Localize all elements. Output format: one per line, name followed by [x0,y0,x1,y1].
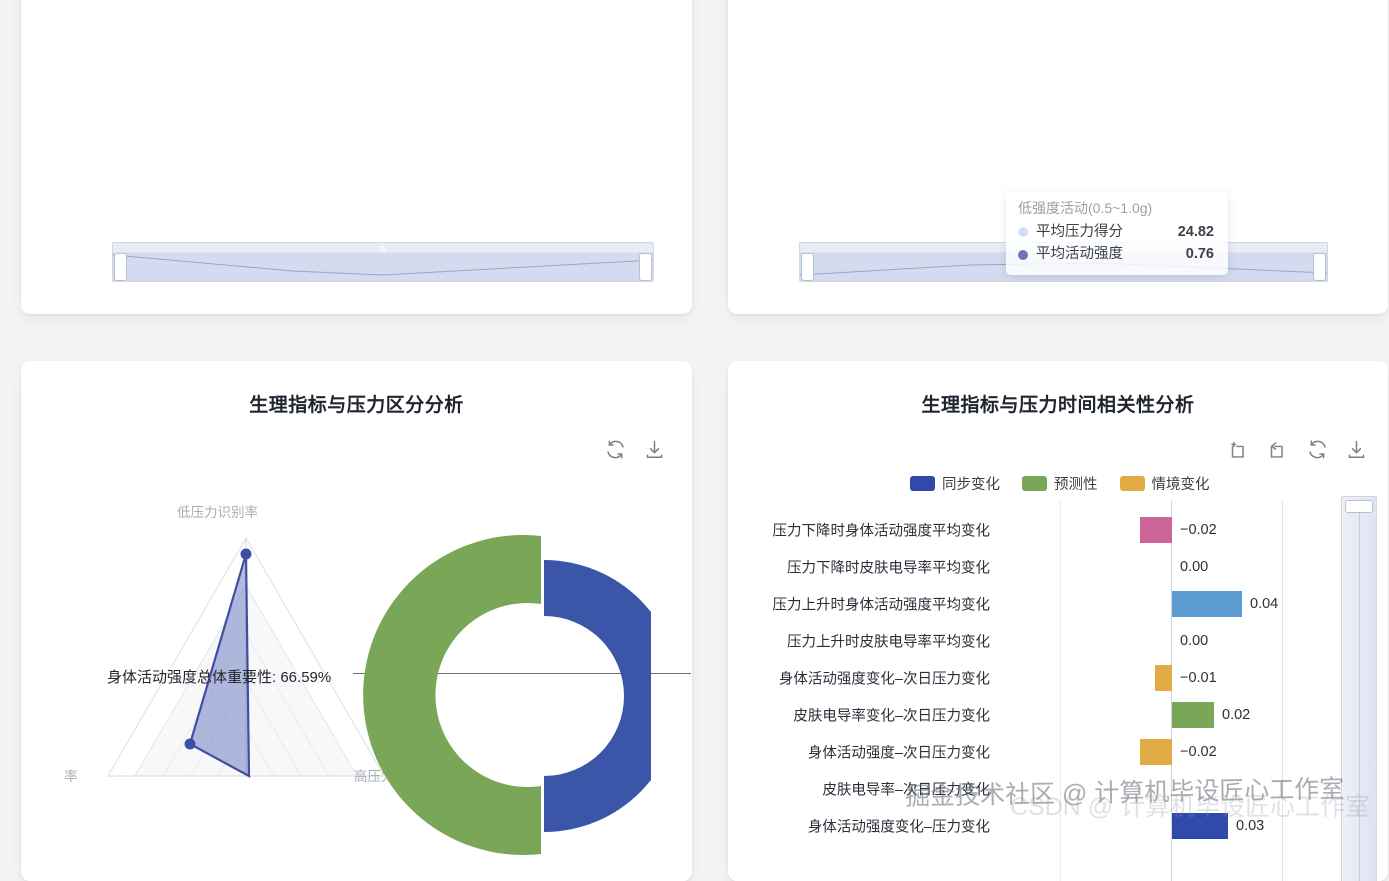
tooltip-series-name: 平均压力得分 [1036,224,1123,240]
value-label: 0.04 [1250,595,1279,612]
restore-icon[interactable] [1268,439,1289,460]
datazoom-grip-icon: ▥ [378,244,388,253]
legend-label: 预测性 [1054,477,1098,493]
bar-0[interactable] [1140,516,1172,543]
bar-chart-plot: 0 5 10 15 0 0.5 1 0.30 0.76 轻微活动(0~0.5g)… [801,0,1347,156]
radar-indicator-low: 低压力识别率 [177,505,258,520]
axis-baseline [1171,501,1173,881]
category-label: 皮肤电导率变化–次日压力变化 [793,708,990,725]
datazoom-handle-right[interactable] [1313,253,1326,281]
legend-item-sync[interactable]: 同步变化 [910,473,1000,494]
category-label: 压力上升时身体活动强度平均变化 [772,597,991,614]
table-row[interactable]: 皮肤电导率变化–次日压力变化 0.02 [728,696,1388,734]
chart-tooltip: 低强度活动(0.5~1.0g) 平均压力得分 24.82 平均活动强度 0.76 [1006,191,1228,275]
table-row[interactable]: 压力下降时皮肤电导率平均变化 0.00 [728,548,1388,586]
tooltip-series-value: 0.76 [1185,246,1214,263]
page-title: 生理指标与压力区分分析 [249,395,464,416]
legend-item-predictive[interactable]: 预测性 [1022,473,1098,494]
annotation-lead-line [353,673,691,674]
radar-indicator-left: 率 [64,769,78,784]
table-row[interactable]: 身体活动强度变化–压力变化 0.03 [728,807,1388,845]
legend-swatch [1119,476,1145,491]
tooltip-title: 低强度活动(0.5~1.0g) [1018,200,1153,216]
value-label: −0.01 [1180,669,1217,686]
donut-chart [361,500,680,881]
refresh-icon[interactable] [605,439,626,460]
tooltip-row: 平均压力得分 24.82 [1018,221,1214,243]
category-label: 压力下降时皮肤电导率平均变化 [787,560,990,577]
chart-legend: 同步变化 预测性 情境变化 [910,473,1210,494]
legend-swatch [910,476,935,491]
page-title: 生理指标与压力时间相关性分析 [921,395,1195,416]
hbar-chart-plot: 压力下降时身体活动强度平均变化 −0.02 压力下降时皮肤电导率平均变化 0.0… [728,501,1388,881]
legend-item-contextual[interactable]: 情境变化 [1119,473,1210,494]
category-label: 身体活动强度变化–压力变化 [807,819,990,836]
datazoom-handle-left[interactable] [114,253,127,281]
table-row[interactable]: 压力下降时身体活动强度平均变化 −0.02 [728,511,1388,549]
importance-annotation: 身体活动强度总体重要性: 66.59% [107,669,332,686]
area-chart-plot: 0 5 10 15 0 1 2 1.02 2.01 低电导率(0.5~1.5) … [91,0,653,156]
table-row[interactable]: 皮肤电导率–次日压力变化 [728,770,1388,808]
chart-toolbox [1229,439,1367,460]
value-label: −0.02 [1180,521,1217,538]
gridline [1060,501,1061,881]
card-activity-intensity: 0 5 10 15 0 0.5 1 0.30 0.76 轻微活动(0~0.5g)… [728,0,1388,314]
legend-label: 情境变化 [1151,477,1210,493]
datazoom-handle-right[interactable] [639,253,652,281]
table-row[interactable]: 压力上升时皮肤电导率平均变化 0.00 [728,622,1388,660]
category-label: 压力下降时身体活动强度平均变化 [772,523,991,540]
radar-grid [107,537,385,778]
table-row[interactable]: 身体活动强度变化–次日压力变化 −0.01 [728,659,1388,697]
category-label: 身体活动强度变化–次日压力变化 [778,671,990,688]
datazoom-slider-horizontal[interactable]: ▥ [112,242,654,282]
value-label: −0.02 [1180,743,1217,760]
bar-2[interactable] [1172,590,1242,617]
bar-8[interactable] [1172,812,1228,839]
chart-toolbox [605,439,665,460]
dashboard: 0 5 10 15 0 1 2 1.02 2.01 低电导率(0.5~1.5) … [21,0,1388,881]
legend-swatch [1022,476,1047,491]
value-label: 0.00 [1180,632,1209,649]
legend-label: 同步变化 [942,477,1000,493]
card-time-correlation-analysis: 生理指标与压力时间相关性分析 [728,361,1388,881]
category-label: 身体活动强度–次日压力变化 [807,745,990,762]
bar-5[interactable] [1172,701,1214,728]
tooltip-series-dot [1018,227,1028,238]
refresh-icon[interactable] [1307,439,1328,460]
download-icon[interactable] [644,439,665,460]
donut-slices [363,535,680,855]
table-row[interactable]: 压力上升时身体活动强度平均变化 0.04 [728,585,1388,623]
bar-4[interactable] [1155,664,1172,691]
zoom-in-icon[interactable] [1229,439,1250,460]
datazoom-handle-bar[interactable]: ▥ [113,243,653,253]
tooltip-series-dot [1018,249,1028,260]
datazoom-preview-curve [113,254,653,276]
category-label: 皮肤电导率–次日压力变化 [822,782,990,799]
value-label: 0.03 [1236,817,1265,834]
value-label: 0.02 [1222,706,1251,723]
tooltip-series-value: 24.82 [1177,224,1214,240]
value-label: 0.00 [1180,558,1209,575]
tooltip-series-name: 平均活动强度 [1036,246,1123,263]
datazoom-handle-top[interactable] [1345,500,1373,513]
bar-6[interactable] [1140,738,1172,765]
card-pressure-zone-analysis: 生理指标与压力区分分析 [21,361,692,881]
datazoom-handle-left[interactable] [801,253,814,281]
datazoom-preview-curve [1359,513,1360,881]
card-skin-conductance: 0 5 10 15 0 1 2 1.02 2.01 低电导率(0.5~1.5) … [21,0,692,314]
download-icon[interactable] [1346,439,1367,460]
datazoom-slider-vertical[interactable] [1341,496,1377,881]
table-row[interactable]: 身体活动强度–次日压力变化 −0.02 [728,733,1388,771]
category-label: 压力上升时皮肤电导率平均变化 [787,634,990,651]
zero-axis-line [1282,501,1283,881]
tooltip-row: 平均活动强度 0.76 [1018,243,1214,265]
